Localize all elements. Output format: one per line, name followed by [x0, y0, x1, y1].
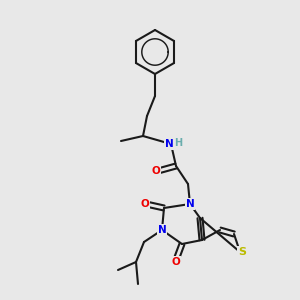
- Text: O: O: [172, 257, 180, 267]
- Text: N: N: [158, 225, 166, 235]
- Text: N: N: [165, 139, 173, 149]
- Text: S: S: [238, 247, 246, 257]
- Text: O: O: [152, 166, 160, 176]
- Text: N: N: [186, 199, 194, 209]
- Text: H: H: [174, 138, 182, 148]
- Text: N: N: [186, 199, 194, 209]
- Text: O: O: [141, 199, 149, 209]
